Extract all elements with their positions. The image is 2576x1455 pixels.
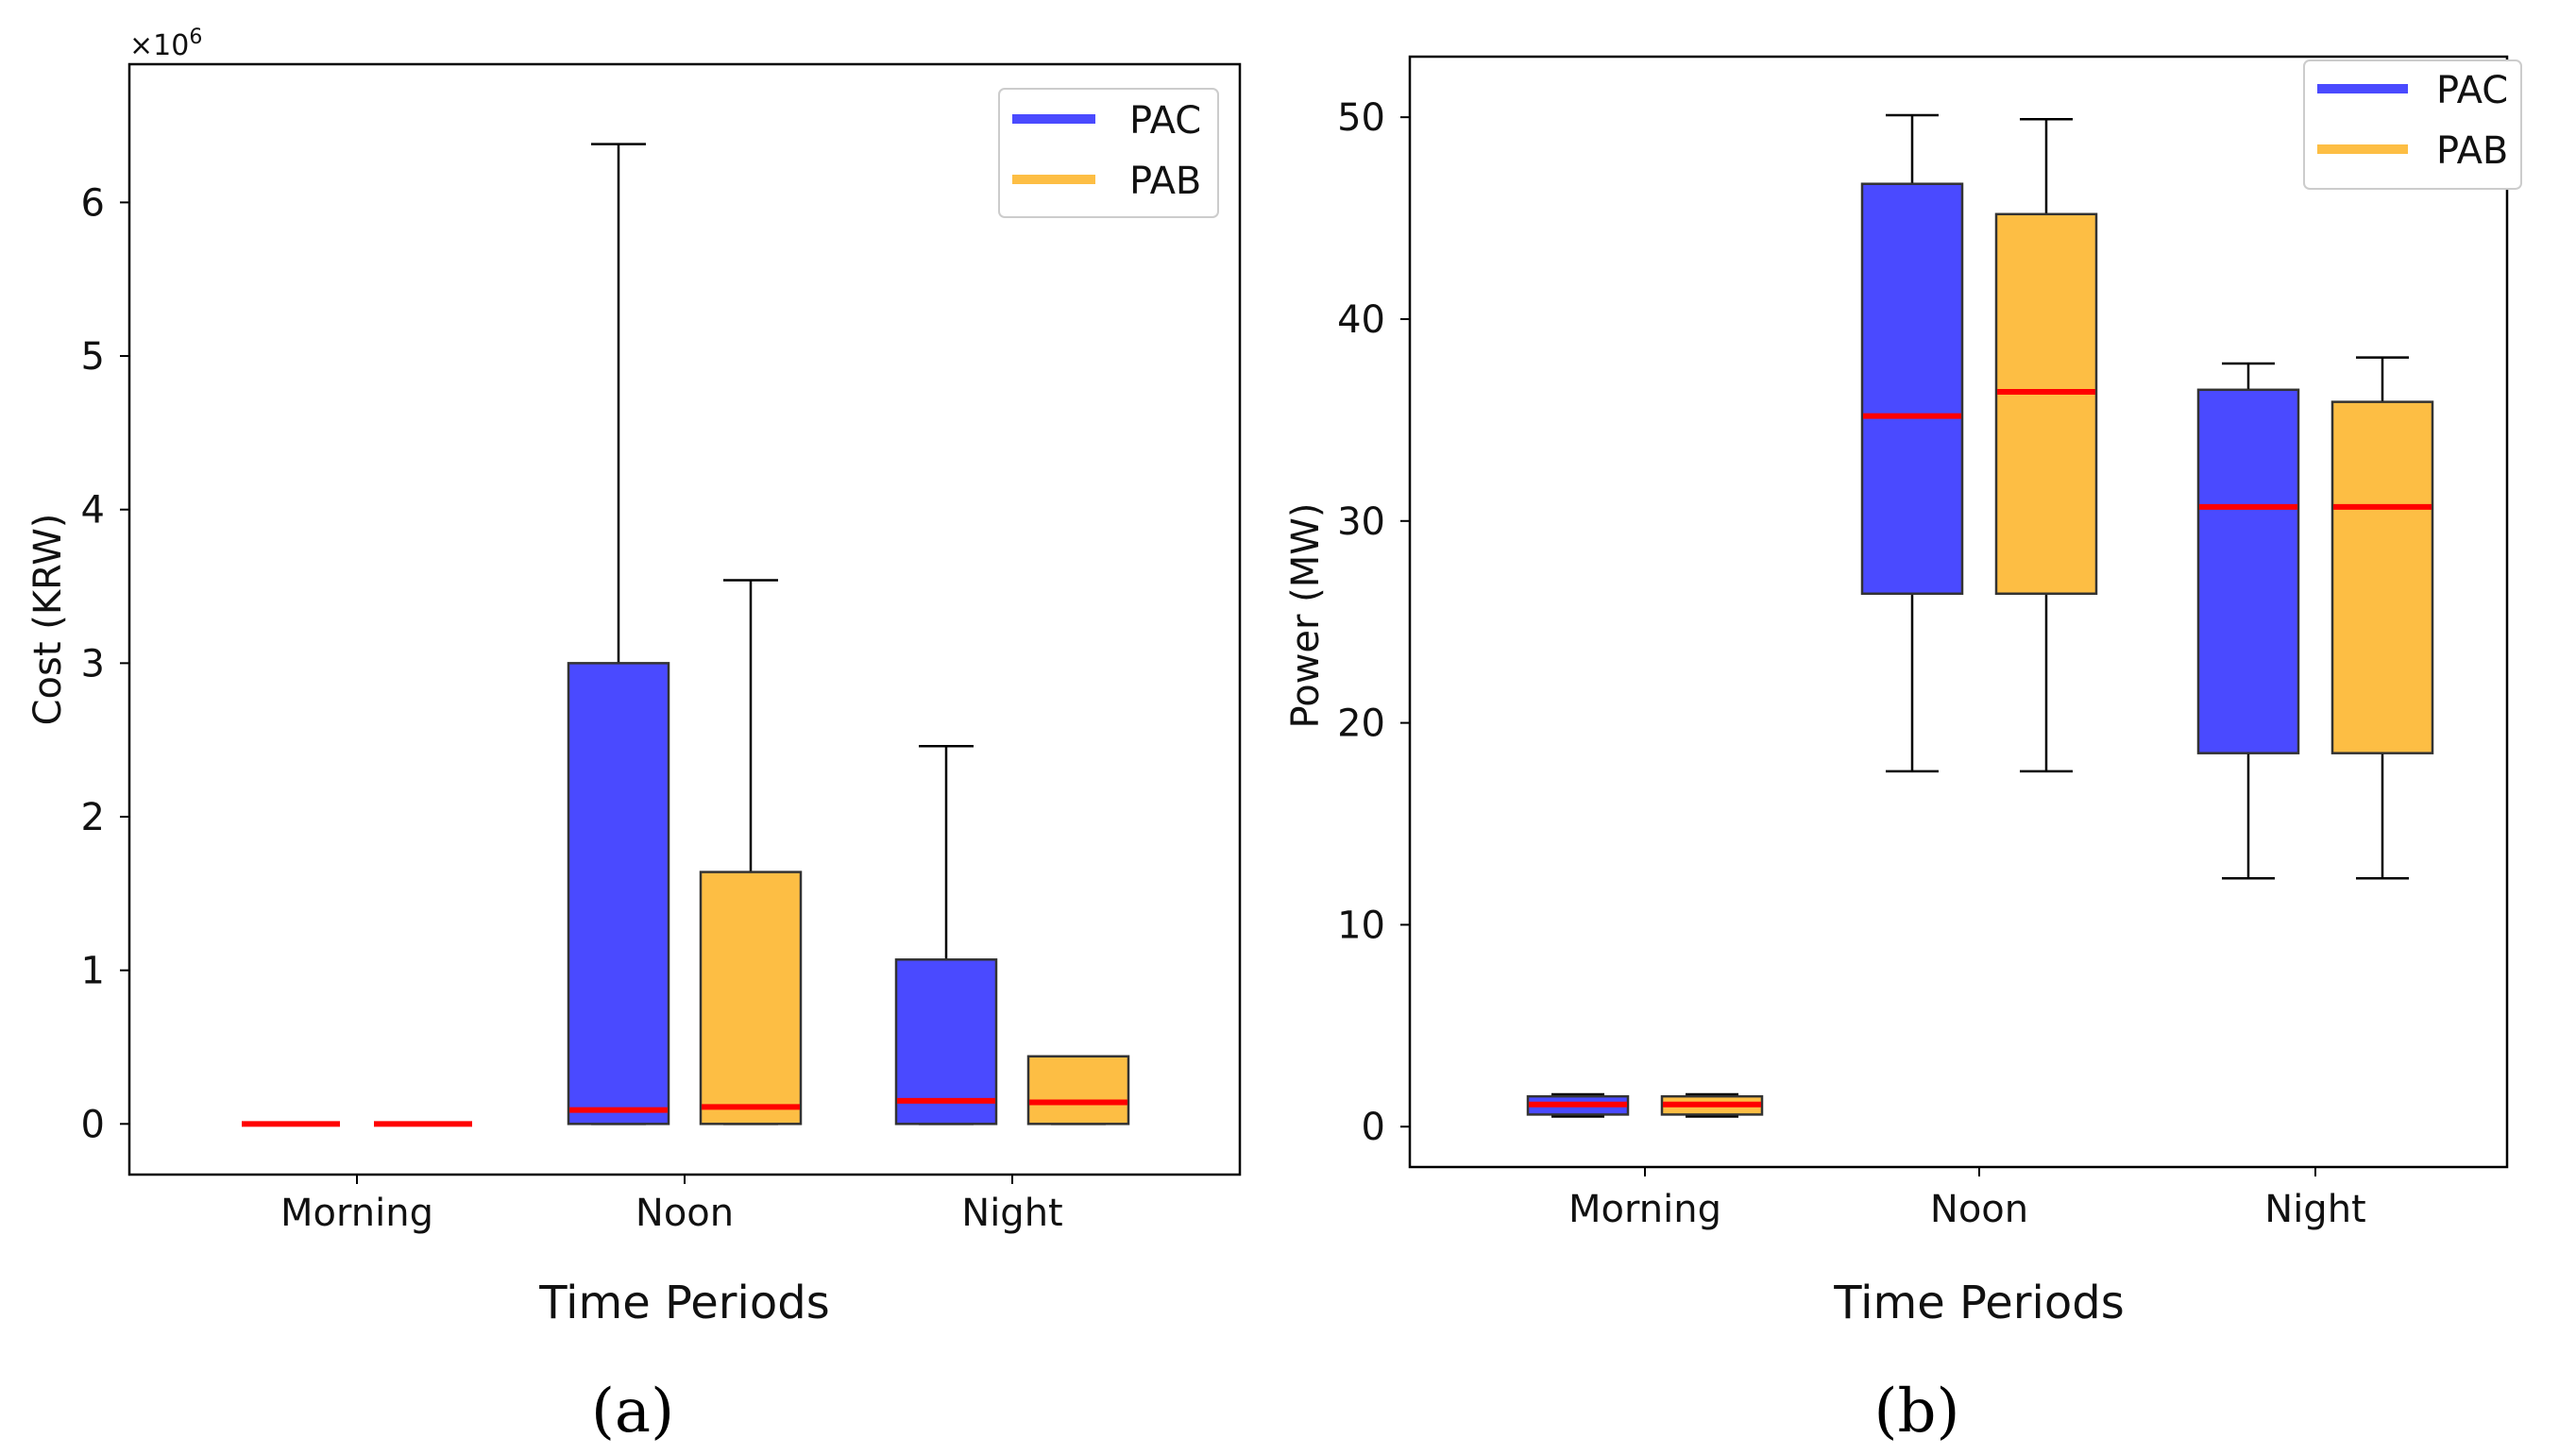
y-tick-label-10: 10 (1337, 904, 1385, 947)
axes-frame-a (127, 62, 1242, 1176)
x-tick-label-morning: Morning (1568, 1188, 1721, 1231)
chart-panel-b: 0 10 20 30 40 50 Morning Noon Night Power (MW) T… (1284, 55, 2522, 1447)
panel-caption-a: (a) (591, 1377, 674, 1447)
legend-label-pab-a: PAB (1129, 160, 1201, 203)
y-axis-title-a: Cost (KRW) (26, 514, 70, 726)
y-tick-label-2: 2 (81, 796, 105, 839)
y-tick-label-0: 0 (1362, 1106, 1385, 1149)
y-tick-label-4: 4 (81, 489, 105, 533)
y-tick-label-6: 6 (81, 181, 105, 225)
box-pab-night (2330, 400, 2434, 754)
y-tick-label-40: 40 (1337, 298, 1385, 342)
chart-panel-a: 0 1 2 3 4 5 6 Morning Noon Night Cost (KRW) Time … (26, 25, 1242, 1447)
legend-label-pab-b: PAB (2436, 129, 2508, 173)
x-axis-title-b: Time Periods (1833, 1277, 2124, 1329)
y-axis-title-b: Power (MW) (1284, 503, 1328, 729)
y-tick-label-3: 3 (81, 642, 105, 685)
y-tick-label-30: 30 (1337, 500, 1385, 544)
box-pab-night (1026, 1055, 1130, 1125)
y-offset-exponent: 6 (189, 25, 202, 49)
y-offset-label: ×106 (129, 25, 202, 62)
x-tick-label-night: Night (961, 1192, 1062, 1235)
box-pac-noon (567, 662, 670, 1125)
x-tick-label-night: Night (2264, 1188, 2365, 1231)
box-pab-noon (699, 871, 803, 1125)
y-tick-label-50: 50 (1337, 96, 1385, 140)
legend-label-pac-b: PAC (2436, 69, 2508, 112)
box-pab-noon (1994, 212, 2098, 596)
plot-area-a: 0 1 2 3 4 5 6 Morning Noon Night (81, 143, 1130, 1235)
y-offset-base: ×10 (129, 29, 189, 62)
y-tick-label-5: 5 (81, 335, 105, 379)
x-tick-label-morning: Morning (280, 1192, 433, 1235)
legend-label-pac-a: PAC (1129, 99, 1201, 143)
box-pac-night (894, 958, 998, 1125)
x-tick-label-noon: Noon (636, 1192, 734, 1235)
axes-frame-b (1408, 55, 2509, 1169)
plot-area-b: 0 10 20 30 40 50 Morning Noon Night (1337, 96, 2434, 1231)
box-pac-noon (1860, 182, 1964, 596)
x-axis-title-a: Time Periods (538, 1277, 829, 1329)
legend-b: PAC PAB (2303, 59, 2522, 190)
box-pac-night (2196, 388, 2300, 754)
y-tick-label-0: 0 (81, 1103, 105, 1146)
y-tick-label-1: 1 (81, 950, 105, 993)
x-tick-label-noon: Noon (1930, 1188, 2028, 1231)
panel-caption-b: (b) (1874, 1377, 1960, 1447)
legend-a: PAC PAB (998, 88, 1219, 218)
y-tick-label-20: 20 (1337, 702, 1385, 746)
